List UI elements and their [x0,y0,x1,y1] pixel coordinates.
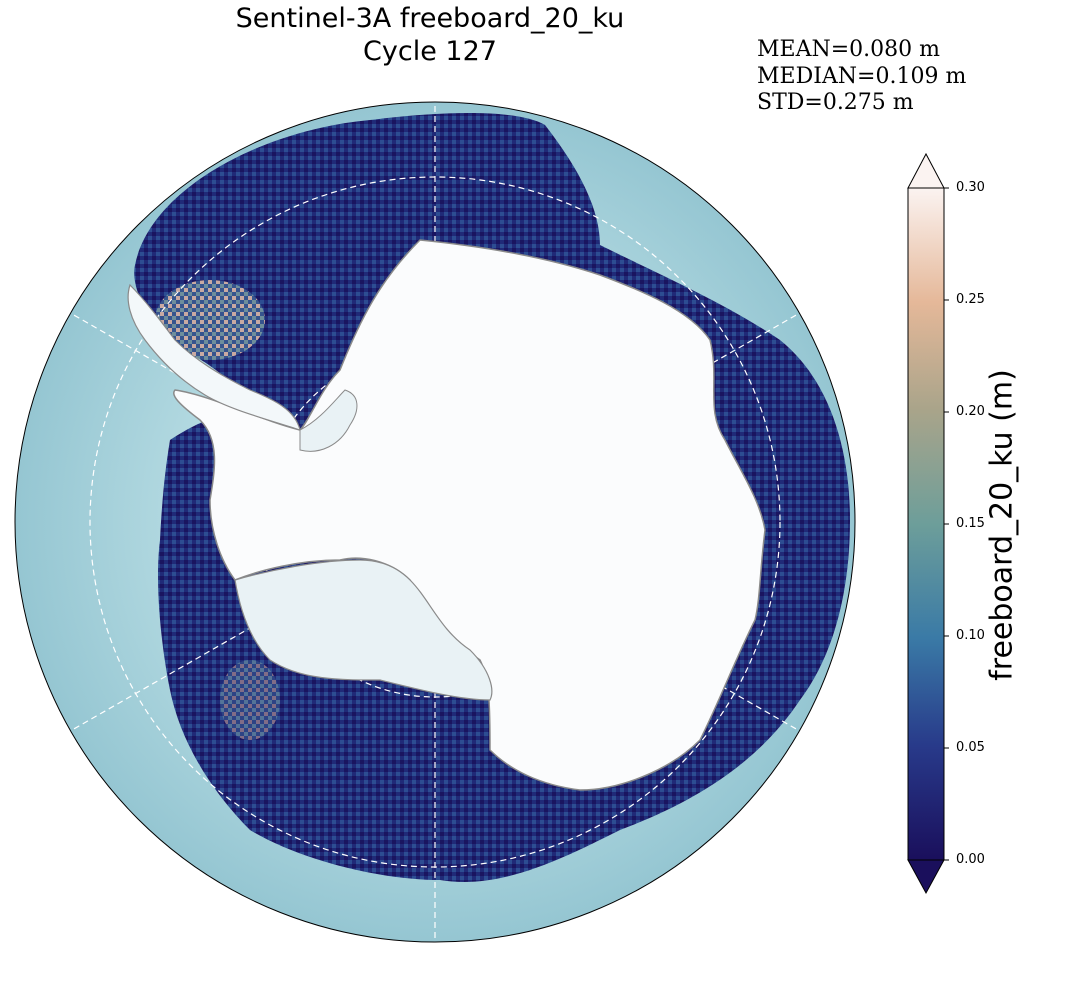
colorbar-body [907,187,945,861]
stat-std: STD=0.275 m [757,90,914,115]
weddell-ice-shelf [299,389,358,452]
colorbar-tick-label-0: 0.00 [956,852,985,867]
colorbar-label: freeboard_20_ku (m) [984,369,1020,681]
colorbar-tick-marks [944,187,949,861]
colorbar [907,152,949,895]
colorbar-tick-label-1: 0.05 [956,740,985,755]
colorbar-extend-top [907,152,945,189]
colorbar-tick-label-4: 0.20 [956,404,985,419]
colorbar-tick-label-2: 0.10 [956,628,985,643]
colorbar-extend-bottom [907,859,945,895]
map-boundary [14,101,856,943]
stat-median: MEDIAN=0.109 m [757,64,967,89]
map-title-line1: Sentinel-3A freeboard_20_ku [235,3,625,34]
high-freeboard-patch-ross [220,660,280,740]
stat-mean: MEAN=0.080 m [757,37,940,62]
colorbar-tick-label-3: 0.15 [956,516,985,531]
high-freeboard-patch-weddell [155,280,265,360]
antarctic-peninsula [127,283,301,431]
colorbar-tick-label-6: 0.30 [956,180,985,195]
ross-ice-shelf [234,559,493,701]
map-title-line2: Cycle 127 [363,36,497,67]
colorbar-tick-label-5: 0.25 [956,292,985,307]
